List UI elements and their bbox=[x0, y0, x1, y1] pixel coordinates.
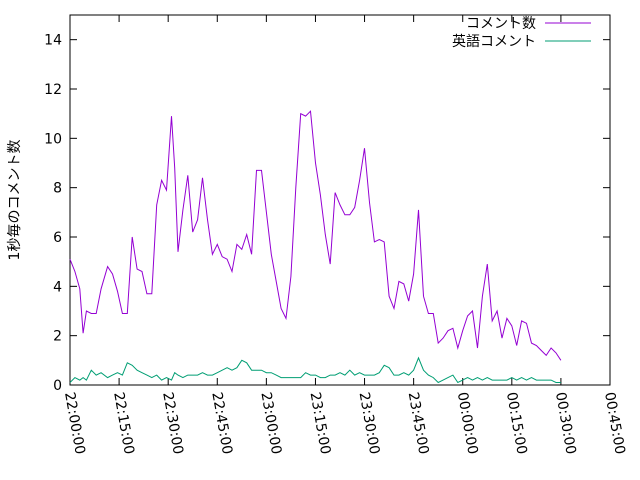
y-tick-label: 10 bbox=[44, 131, 62, 147]
x-tick-label: 00:30:00 bbox=[552, 391, 579, 456]
x-tick-label: 00:15:00 bbox=[503, 391, 530, 456]
x-tick-label: 23:30:00 bbox=[356, 391, 383, 456]
series-line-comments bbox=[69, 110, 562, 361]
x-tick-label: 22:15:00 bbox=[110, 391, 137, 456]
x-tick-label: 22:00:00 bbox=[61, 391, 88, 456]
y-tick-label: 0 bbox=[53, 378, 62, 394]
series-line-english-comments bbox=[69, 356, 561, 384]
y-tick-label: 6 bbox=[53, 230, 62, 246]
x-tick-label: 23:15:00 bbox=[307, 391, 334, 456]
x-tick-label: 00:00:00 bbox=[454, 391, 481, 456]
y-tick-label: 8 bbox=[53, 181, 62, 197]
x-tick-label: 22:30:00 bbox=[159, 391, 186, 456]
legend-label: 英語コメント bbox=[452, 33, 536, 50]
x-tick-label: 23:45:00 bbox=[405, 391, 432, 456]
x-tick-label: 00:45:00 bbox=[601, 391, 628, 456]
x-tick-label: 23:00:00 bbox=[257, 391, 284, 456]
series-layer bbox=[69, 110, 562, 384]
x-axis: 22:00:00 22:15:00 22:30:00 22:45:00 23:00:00… bbox=[61, 15, 628, 456]
x-tick-label: 22:45:00 bbox=[208, 391, 235, 456]
y-tick-label: 2 bbox=[53, 329, 62, 345]
y-axis-label: 1秒毎のコメント数 bbox=[7, 140, 23, 261]
plot-frame bbox=[69, 14, 611, 386]
y-tick-label: 14 bbox=[44, 33, 62, 49]
y-tick-label: 12 bbox=[44, 82, 62, 98]
y-tick-label: 4 bbox=[53, 279, 62, 295]
y-axis: 0 2 4 6 8 10 12 14 bbox=[44, 33, 610, 394]
legend-label: コメント数 bbox=[466, 16, 536, 32]
